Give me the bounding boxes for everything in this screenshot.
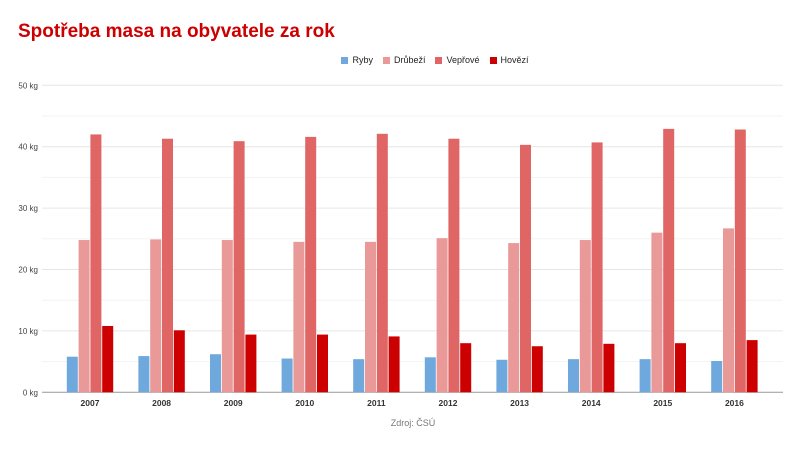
- bar-hovězí-2008: [173, 330, 185, 393]
- y-tick-label: 20 kg: [18, 266, 38, 275]
- x-tick-label: 2011: [367, 398, 386, 408]
- bar-vepřové-2010: [305, 136, 317, 393]
- x-tick-label: 2015: [653, 398, 672, 408]
- legend-label: Hovězí: [500, 55, 529, 65]
- x-tick-label: 2010: [295, 398, 314, 408]
- legend-item: Vepřové: [435, 55, 480, 65]
- bar-vepřové-2013: [520, 144, 531, 393]
- legend: Ryby Drůbeží Vepřové Hovězí: [0, 55, 800, 65]
- bar-hovězí-2016: [746, 340, 758, 393]
- bar-vepřové-2015: [663, 128, 675, 393]
- bar-ryby-2012: [424, 357, 436, 393]
- x-tick-label: 2009: [224, 398, 243, 408]
- legend-item: Hovězí: [489, 55, 529, 65]
- bar-ryby-2007: [66, 356, 78, 393]
- bar-hovězí-2007: [102, 325, 114, 393]
- y-tick-label: 50 kg: [18, 81, 38, 90]
- legend-swatch: [382, 56, 390, 64]
- bar-ryby-2014: [568, 359, 579, 393]
- bar-drůbeží-2016: [723, 228, 734, 393]
- legend-swatch: [435, 56, 443, 64]
- legend-item: Drůbeží: [382, 55, 426, 65]
- y-tick-label: 10 kg: [18, 327, 38, 336]
- source-note: Zdroj: ČSÚ: [390, 418, 436, 428]
- bar-hovězí-2009: [245, 334, 257, 393]
- legend-item: Ryby: [341, 55, 373, 65]
- y-tick-label: 40 kg: [18, 143, 38, 152]
- bar-vepřové-2007: [90, 134, 102, 393]
- bar-ryby-2011: [353, 359, 365, 393]
- x-tick-label: 2008: [152, 398, 171, 408]
- bar-drůbeží-2008: [150, 239, 162, 393]
- bar-vepřové-2016: [734, 129, 746, 393]
- x-tick-label: 2016: [725, 398, 744, 408]
- bar-ryby-2013: [496, 359, 508, 393]
- x-tick-label: 2013: [510, 398, 529, 408]
- x-tick-label: 2014: [582, 398, 601, 408]
- bar-drůbeží-2010: [293, 241, 305, 393]
- bar-hovězí-2012: [460, 343, 472, 393]
- bar-hovězí-2013: [531, 346, 543, 393]
- bar-hovězí-2011: [388, 336, 400, 393]
- bar-drůbeží-2007: [78, 240, 90, 393]
- bar-drůbeží-2012: [436, 238, 448, 393]
- bar-vepřové-2009: [233, 141, 245, 393]
- bar-drůbeží-2014: [579, 240, 591, 393]
- y-tick-label: 0 kg: [23, 388, 38, 397]
- bar-vepřové-2014: [591, 142, 603, 393]
- x-tick-label: 2012: [439, 398, 458, 408]
- bar-drůbeží-2015: [651, 232, 663, 393]
- legend-swatch: [489, 56, 497, 64]
- bar-vepřové-2011: [376, 133, 388, 393]
- bar-ryby-2016: [711, 360, 723, 393]
- legend-label: Ryby: [352, 55, 373, 65]
- bar-hovězí-2014: [603, 343, 615, 393]
- y-tick-label: 30 kg: [18, 204, 38, 213]
- bar-ryby-2008: [138, 356, 150, 393]
- bar-drůbeží-2009: [221, 240, 233, 393]
- bar-drůbeží-2013: [508, 243, 520, 393]
- chart-title: Spotřeba masa na obyvatele za rok: [18, 21, 335, 42]
- bar-vepřové-2012: [448, 138, 460, 393]
- bar-ryby-2015: [639, 359, 651, 393]
- bar-hovězí-2015: [675, 343, 686, 393]
- bar-hovězí-2010: [317, 334, 328, 393]
- x-tick-label: 2007: [81, 398, 100, 408]
- legend-label: Drůbeží: [393, 55, 426, 65]
- bar-ryby-2009: [210, 354, 221, 393]
- legend-label: Vepřové: [446, 55, 480, 65]
- bar-vepřové-2008: [162, 138, 173, 393]
- legend-swatch: [341, 56, 349, 64]
- bar-ryby-2010: [281, 358, 293, 393]
- bar-drůbeží-2011: [365, 241, 376, 393]
